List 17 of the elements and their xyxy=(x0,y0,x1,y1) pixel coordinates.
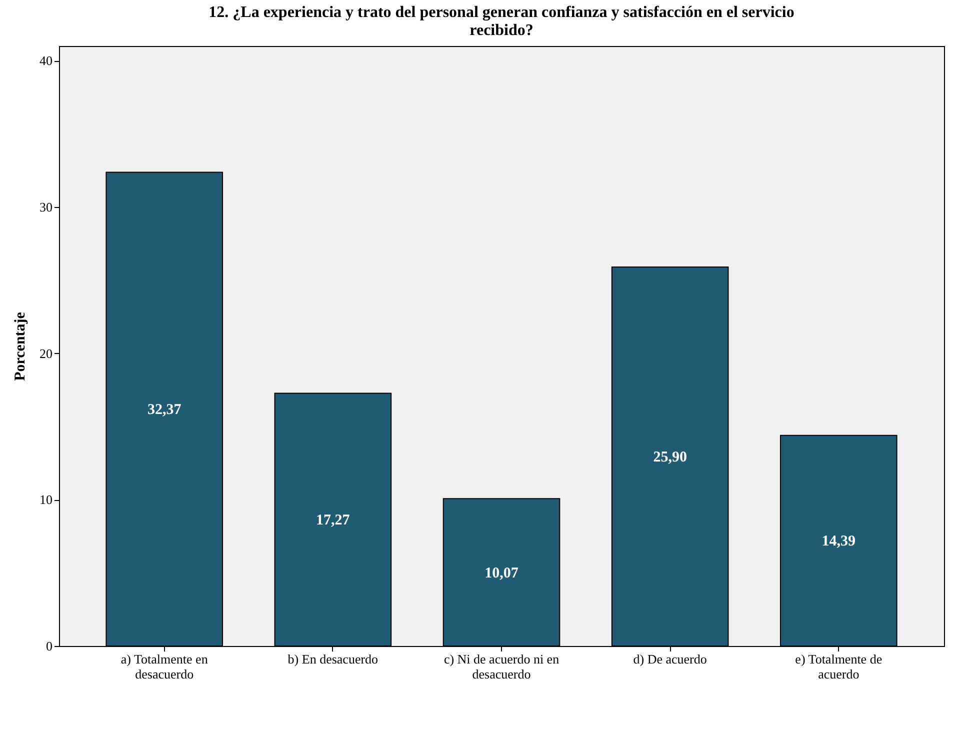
chart-title: 12. ¿La experiencia y trato del personal generan confianza y satisfacción en el servicio recibido? xyxy=(208,4,794,39)
x-tick-label: e) Totalmente de acuerdo xyxy=(795,652,882,682)
y-tick-label: 40 xyxy=(40,53,52,68)
data-label: 17,27 xyxy=(316,512,350,529)
x-tick-label: b) En desacuerdo xyxy=(288,652,378,666)
y-tick-label: 20 xyxy=(40,346,52,361)
y-tick-label: 0 xyxy=(46,638,52,654)
x-tick-label: c) Ni de acuerdo ni en desacuerdo xyxy=(444,652,560,682)
x-tick-label: d) De acuerdo xyxy=(633,652,707,666)
data-label: 32,37 xyxy=(147,402,182,418)
data-label: 14,39 xyxy=(822,534,856,550)
data-label: 10,07 xyxy=(484,565,519,582)
x-tick-label: a) Totalmente en desacuerdo xyxy=(120,652,208,682)
y-tick-label: 30 xyxy=(40,199,52,214)
y-tick-label: 10 xyxy=(40,492,52,508)
data-label: 25,90 xyxy=(653,449,687,466)
y-axis-title: Porcentaje xyxy=(12,312,28,381)
